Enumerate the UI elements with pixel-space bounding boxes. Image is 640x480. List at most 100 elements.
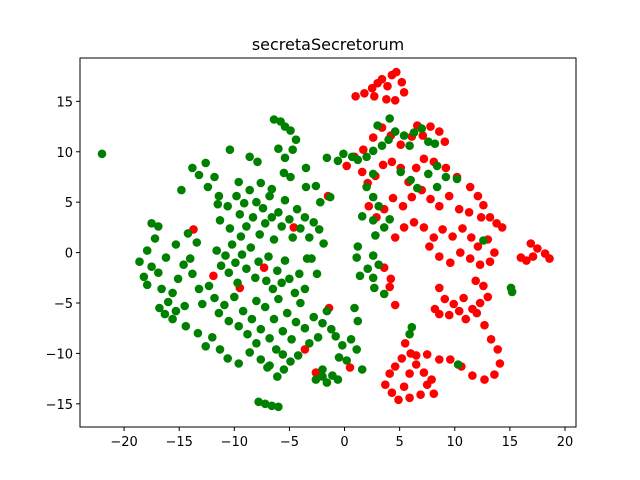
- data-point-series-0-4: [377, 74, 387, 84]
- data-point-series-0-113: [411, 360, 421, 369]
- data-point-series-1-200: [390, 127, 400, 136]
- data-point-series-0-16: [368, 133, 378, 142]
- data-point-series-1-94: [300, 213, 310, 222]
- data-point-series-0-60: [419, 223, 429, 232]
- y-tick-label: 0: [65, 247, 73, 262]
- data-point-series-1-168: [331, 332, 341, 341]
- data-point-series-1-158: [267, 401, 277, 411]
- data-point-series-1-88: [277, 222, 287, 231]
- data-point-series-0-13: [342, 161, 352, 171]
- data-point-series-1-152: [271, 345, 281, 354]
- data-point-series-0-123: [386, 274, 396, 284]
- data-point-series-1-167: [318, 365, 327, 374]
- data-point-series-0-63: [448, 232, 457, 241]
- data-point-series-0-42: [364, 201, 374, 211]
- data-point-series-1-169: [338, 341, 347, 350]
- data-point-series-1-125: [210, 293, 219, 303]
- data-point-series-0-25: [440, 137, 450, 146]
- data-point-series-0-65: [467, 233, 476, 242]
- data-point-series-1-182: [379, 289, 389, 299]
- data-point-series-0-38: [465, 182, 475, 192]
- data-point-series-1-162: [279, 365, 289, 374]
- data-point-series-0-41: [485, 213, 495, 222]
- data-point-series-1-212: [424, 169, 433, 179]
- data-point-series-1-145: [300, 323, 310, 333]
- data-point-series-1-216: [452, 174, 462, 184]
- data-point-series-1-104: [224, 268, 234, 278]
- data-point-series-1-184: [368, 251, 378, 260]
- data-point-series-1-120: [290, 288, 300, 298]
- data-point-series-0-116: [429, 389, 439, 399]
- data-point-series-1-66: [279, 168, 289, 178]
- data-point-series-0-33: [411, 163, 421, 173]
- data-point-series-1-85: [267, 213, 277, 222]
- data-point-series-0-127: [545, 254, 554, 263]
- data-point-series-1-196: [362, 152, 371, 162]
- data-point-series-1-50: [269, 115, 279, 124]
- data-point-series-0-10: [382, 95, 391, 104]
- data-point-series-1-208: [385, 114, 395, 123]
- data-point-series-1-30: [201, 342, 210, 351]
- data-point-series-1-90: [285, 215, 294, 224]
- data-point-series-1-106: [231, 258, 240, 268]
- data-point-series-1-178: [363, 264, 373, 274]
- data-point-series-1-191: [357, 212, 367, 221]
- data-point-series-0-0: [351, 92, 360, 101]
- data-point-series-1-205: [424, 137, 433, 146]
- data-point-series-1-174: [357, 365, 367, 374]
- data-point-series-0-140: [345, 363, 355, 372]
- data-point-series-0-70: [435, 252, 444, 261]
- data-point-series-1-136: [260, 302, 270, 312]
- data-point-series-1-76: [239, 198, 249, 208]
- data-point-series-0-72: [456, 248, 465, 257]
- data-point-series-0-8: [397, 77, 407, 87]
- data-point-series-1-70: [215, 216, 225, 225]
- data-point-series-0-97: [468, 371, 477, 380]
- data-point-series-0-45: [388, 193, 398, 203]
- data-point-series-0-136: [311, 368, 321, 377]
- data-point-series-0-135: [300, 345, 310, 354]
- data-point-series-1-140: [278, 326, 288, 336]
- data-point-series-1-4: [147, 262, 156, 272]
- data-point-series-1-157: [260, 399, 270, 409]
- y-tick-label: −10: [46, 347, 73, 362]
- data-point-series-1-146: [305, 339, 314, 348]
- data-point-series-1-84: [265, 191, 274, 201]
- data-point-series-1-163: [311, 375, 321, 384]
- data-point-series-1-98: [319, 239, 328, 248]
- x-tick-label: −20: [110, 435, 137, 450]
- data-point-series-1-221: [507, 287, 517, 297]
- data-point-series-1-49: [253, 157, 262, 167]
- data-point-series-1-202: [405, 141, 414, 150]
- data-point-series-1-53: [286, 126, 295, 135]
- data-point-series-1-10: [157, 284, 166, 294]
- y-tick-label: −15: [46, 398, 73, 413]
- data-point-series-1-26: [155, 303, 164, 313]
- data-point-series-1-194: [368, 169, 378, 179]
- data-point-series-1-54: [291, 135, 301, 144]
- data-point-series-1-16: [171, 240, 181, 249]
- data-point-series-1-164: [318, 372, 327, 381]
- data-point-series-1-59: [301, 163, 311, 173]
- data-point-series-0-58: [399, 223, 409, 232]
- data-point-series-1-3: [142, 280, 152, 290]
- data-point-series-1-161: [273, 372, 282, 381]
- data-point-series-0-62: [438, 225, 447, 234]
- data-point-series-1-122: [300, 284, 310, 294]
- data-point-series-0-128: [528, 252, 538, 261]
- data-point-series-0-101: [422, 350, 432, 359]
- x-tick-label: 0: [340, 435, 348, 450]
- data-point-series-1-82: [258, 203, 268, 213]
- data-point-series-1-141: [282, 308, 292, 318]
- data-point-series-1-39: [177, 185, 186, 195]
- data-point-series-1-25: [160, 309, 170, 319]
- data-point-series-0-75: [485, 257, 495, 267]
- data-point-series-1-187: [379, 223, 389, 232]
- data-point-series-1-97: [314, 225, 324, 234]
- data-point-series-0-112: [419, 368, 429, 377]
- data-point-series-1-124: [204, 281, 214, 291]
- data-point-series-1-156: [254, 397, 263, 407]
- data-point-series-1-45: [214, 191, 224, 201]
- data-point-series-1-93: [296, 224, 305, 233]
- data-point-series-1-57: [274, 144, 283, 153]
